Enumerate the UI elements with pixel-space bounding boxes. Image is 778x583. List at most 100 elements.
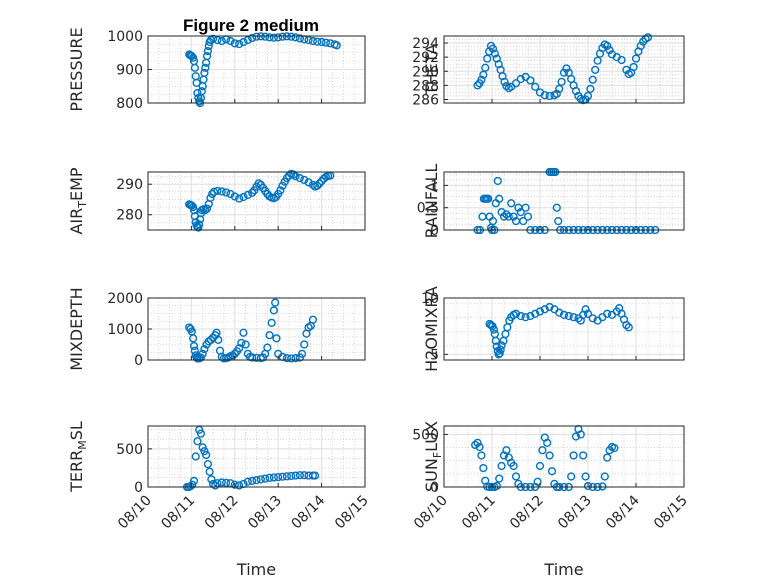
data-point bbox=[500, 77, 509, 86]
sun_flux-series bbox=[471, 425, 619, 491]
y-axis-label-rest: EMP bbox=[67, 167, 86, 201]
data-point bbox=[243, 35, 252, 45]
data-point bbox=[504, 212, 513, 221]
ytick-label: 500 bbox=[116, 442, 143, 458]
data-point bbox=[295, 174, 305, 183]
data-point bbox=[629, 62, 638, 72]
data-point bbox=[282, 472, 291, 481]
data-point bbox=[189, 53, 198, 62]
data-point bbox=[600, 472, 609, 481]
ytick-label: 1 bbox=[430, 178, 439, 194]
data-point bbox=[230, 480, 239, 489]
data-point bbox=[617, 55, 626, 65]
data-point bbox=[198, 443, 207, 452]
data-point bbox=[235, 39, 244, 49]
ytick-label: 10 bbox=[421, 291, 439, 307]
data-point bbox=[188, 480, 197, 489]
data-point bbox=[201, 63, 210, 72]
data-point bbox=[207, 475, 216, 484]
data-point bbox=[304, 323, 313, 332]
data-point bbox=[610, 443, 619, 453]
data-point bbox=[569, 451, 578, 460]
y-axis-label-main: H2OMIXRA bbox=[422, 286, 441, 372]
data-point bbox=[211, 481, 220, 490]
data-point bbox=[226, 189, 235, 199]
data-point bbox=[289, 170, 298, 179]
pressure-series bbox=[185, 32, 341, 107]
mixdepth-axes: 0 1000 2000 MIXDEPTH bbox=[67, 287, 366, 371]
data-point bbox=[559, 68, 569, 77]
data-point bbox=[222, 188, 231, 197]
air_temp-series bbox=[185, 169, 335, 232]
data-point bbox=[545, 91, 554, 101]
data-point bbox=[489, 325, 499, 334]
y-axis-label-main: TERR bbox=[67, 450, 86, 493]
ytick-label: 1000 bbox=[107, 322, 143, 338]
data-point bbox=[603, 309, 612, 318]
y-axis-label-subscript: M bbox=[76, 440, 89, 450]
y-axis-label: TERRMSL bbox=[67, 421, 89, 493]
data-point bbox=[192, 78, 201, 88]
ytick-label: 0 bbox=[430, 223, 439, 239]
data-point bbox=[189, 334, 198, 343]
data-point bbox=[497, 461, 506, 471]
data-point bbox=[304, 178, 313, 187]
ytick-label: 292 bbox=[412, 50, 439, 66]
data-point bbox=[581, 472, 590, 481]
data-point bbox=[593, 56, 602, 65]
data-point bbox=[495, 194, 504, 203]
data-point bbox=[209, 187, 219, 196]
data-point bbox=[567, 472, 576, 481]
data-point bbox=[569, 313, 578, 322]
data-point bbox=[193, 437, 202, 446]
data-point bbox=[559, 310, 569, 320]
data-point bbox=[313, 37, 322, 46]
data-point bbox=[196, 429, 206, 438]
data-point bbox=[603, 453, 612, 462]
data-point bbox=[243, 190, 252, 199]
data-point bbox=[483, 54, 492, 63]
data-point bbox=[300, 175, 309, 185]
data-point bbox=[509, 212, 518, 221]
data-point bbox=[479, 463, 488, 473]
data-point bbox=[495, 474, 504, 483]
xtick-label: 08/12 bbox=[507, 493, 547, 533]
data-point bbox=[304, 35, 313, 45]
data-point bbox=[496, 345, 505, 354]
data-point bbox=[287, 354, 296, 363]
data-point bbox=[282, 174, 291, 183]
data-point bbox=[217, 187, 226, 196]
data-point bbox=[200, 447, 209, 456]
xtick-label: 08/14 bbox=[603, 492, 643, 532]
data-point bbox=[499, 212, 509, 221]
data-point bbox=[497, 341, 506, 350]
data-point bbox=[545, 451, 554, 460]
data-point bbox=[497, 208, 506, 217]
ytick-label: 5 bbox=[430, 347, 439, 363]
ytick-label: 288 bbox=[412, 78, 439, 94]
data-point bbox=[477, 451, 486, 460]
data-point bbox=[269, 306, 278, 315]
data-point bbox=[321, 38, 331, 47]
data-point bbox=[555, 308, 564, 317]
terr_msl-axes: 0 500 08/10 08/11 08/12 08/13 08/14 08/15 Time TE… bbox=[67, 421, 372, 579]
data-point bbox=[248, 188, 257, 197]
data-point bbox=[239, 37, 248, 47]
data-point bbox=[598, 482, 607, 491]
data-point bbox=[261, 32, 270, 41]
data-point bbox=[274, 472, 283, 482]
ytick-label: 0 bbox=[134, 353, 143, 369]
data-point bbox=[287, 32, 296, 41]
data-point bbox=[267, 318, 276, 327]
data-point bbox=[205, 467, 214, 476]
data-point bbox=[235, 481, 244, 490]
data-point bbox=[282, 354, 291, 363]
xtick-label: 08/11 bbox=[459, 493, 499, 533]
data-point bbox=[555, 84, 564, 93]
data-point bbox=[581, 305, 590, 314]
data-point bbox=[571, 432, 581, 441]
y-axis-label-rest: LUX bbox=[422, 421, 441, 452]
